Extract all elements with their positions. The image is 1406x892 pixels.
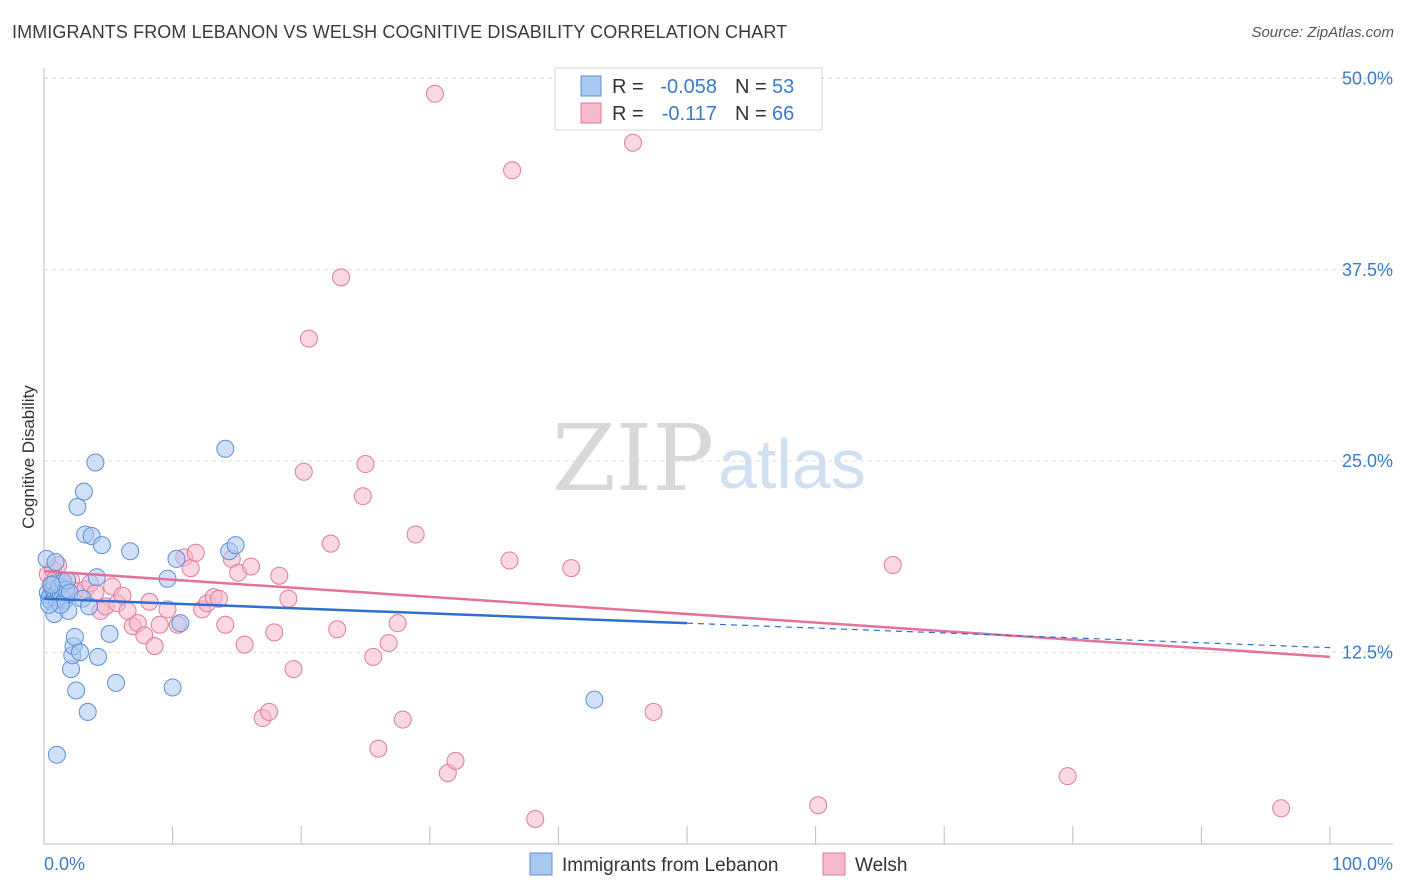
point-lebanon-45 (216, 439, 235, 458)
y-axis-title: Cognitive Disability (19, 385, 38, 529)
point-lebanon-25 (67, 681, 86, 700)
point-lebanon-29 (74, 482, 93, 501)
series-legend: Immigrants from Lebanon Welsh (529, 852, 907, 876)
point-lebanon-50 (42, 575, 61, 594)
point-lebanon-49 (47, 745, 66, 764)
point-lebanon-32 (80, 597, 99, 616)
point-lebanon-38 (100, 624, 119, 643)
point-welsh-60 (425, 84, 444, 103)
point-welsh-24 (150, 615, 169, 634)
legend-label-lebanon: Immigrants from Lebanon (562, 855, 779, 876)
point-welsh-40 (260, 702, 279, 721)
stats-legend-n-value-blue: 53 (772, 76, 794, 98)
legend-swatch-lebanon (529, 852, 553, 876)
point-welsh-43 (279, 589, 298, 608)
stats-legend-r-value-pink: -0.117 (662, 103, 717, 125)
point-welsh-63 (526, 810, 545, 829)
point-lebanon-39 (107, 673, 126, 692)
trend-line-welsh (43, 569, 1331, 659)
stats-legend-n-label-blue: N = (735, 76, 767, 98)
point-welsh-69 (1058, 767, 1077, 786)
y-tick-label-1: 25.0% (1342, 451, 1393, 471)
point-welsh-34 (216, 615, 235, 634)
stats-legend-swatch-pink (580, 102, 602, 124)
watermark-zip: ZIP (552, 405, 714, 512)
point-welsh-33 (209, 589, 228, 608)
stats-legend-n-label-pink: N = (735, 103, 767, 125)
trend-lines (43, 569, 1331, 659)
point-welsh-41 (265, 623, 284, 642)
point-lebanon-24 (65, 627, 84, 646)
point-welsh-47 (321, 534, 340, 553)
x-tick-label-max: 100.0% (1332, 854, 1393, 874)
point-welsh-52 (364, 647, 383, 666)
point-lebanon-37 (92, 536, 111, 555)
trend-line-lebanon-extension (686, 622, 1331, 649)
point-welsh-44 (284, 660, 303, 679)
axes (43, 68, 1393, 845)
point-lebanon-48 (585, 690, 604, 709)
point-welsh-70 (1272, 799, 1291, 818)
stats-legend-n-value-pink: 66 (772, 103, 794, 125)
stats-legend: R = -0.058 N = 53 R = -0.117 N = 66 (554, 67, 823, 131)
point-welsh-49 (332, 268, 351, 287)
point-welsh-45 (294, 462, 313, 481)
stats-legend-r-label-blue: R = (612, 76, 644, 98)
y-tick-label-3: 50.0% (1342, 69, 1393, 89)
point-welsh-68 (883, 556, 902, 575)
point-lebanon-42 (163, 678, 182, 697)
watermark: ZIP atlas (552, 405, 866, 512)
point-welsh-53 (369, 739, 388, 758)
point-welsh-29 (186, 543, 205, 562)
chart-title: IMMIGRANTS FROM LEBANON VS WELSH COGNITI… (12, 22, 788, 42)
point-lebanon-35 (87, 568, 106, 587)
point-welsh-64 (562, 559, 581, 578)
point-welsh-59 (446, 751, 465, 770)
point-welsh-38 (242, 557, 261, 576)
stats-legend-r-value-blue: -0.058 (660, 76, 717, 98)
point-lebanon-47 (226, 536, 245, 555)
stats-legend-swatch-blue (580, 75, 602, 97)
point-welsh-55 (388, 614, 407, 633)
point-lebanon-31 (78, 702, 97, 721)
y-tick-labels: 12.5% 25.0% 37.5% 50.0% (1342, 69, 1393, 663)
point-welsh-50 (353, 487, 372, 506)
point-lebanon-27 (71, 643, 90, 662)
point-welsh-51 (356, 455, 375, 474)
point-lebanon-26 (68, 497, 87, 516)
point-welsh-48 (328, 620, 347, 639)
point-lebanon-44 (171, 614, 190, 633)
legend-swatch-welsh (822, 852, 846, 876)
point-welsh-62 (500, 551, 519, 570)
point-lebanon-34 (86, 453, 105, 472)
point-lebanon-11 (46, 552, 65, 571)
point-welsh-57 (406, 525, 425, 544)
point-welsh-61 (503, 161, 522, 180)
trend-line-lebanon (43, 597, 688, 625)
chart-source: Source: ZipAtlas.com (1251, 24, 1394, 41)
point-welsh-67 (809, 796, 828, 815)
point-welsh-66 (644, 702, 663, 721)
point-welsh-65 (623, 133, 642, 152)
point-welsh-42 (270, 566, 289, 585)
stats-legend-r-label-pink: R = (612, 103, 644, 125)
point-welsh-46 (299, 329, 318, 348)
point-welsh-23 (145, 637, 164, 656)
point-lebanon-36 (89, 647, 108, 666)
point-welsh-56 (393, 710, 412, 729)
x-tick-label-min: 0.0% (44, 854, 85, 874)
legend-label-welsh: Welsh (855, 855, 907, 876)
point-welsh-25 (158, 600, 177, 619)
point-lebanon-52 (40, 595, 59, 614)
watermark-atlas: atlas (718, 425, 866, 503)
y-tick-label-0: 12.5% (1342, 642, 1393, 662)
point-welsh-54 (379, 634, 398, 653)
point-lebanon-40 (121, 542, 140, 561)
y-tick-label-2: 37.5% (1342, 260, 1393, 280)
point-lebanon-43 (167, 549, 186, 568)
point-welsh-37 (235, 635, 254, 654)
